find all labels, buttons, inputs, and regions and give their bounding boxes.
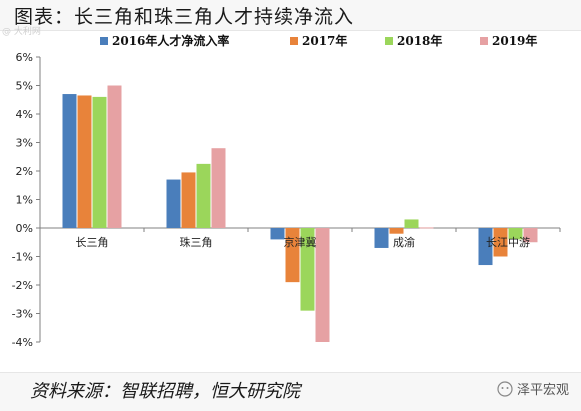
bar <box>211 148 226 228</box>
y-tick-label: 3% <box>16 137 33 150</box>
legend-swatch <box>385 37 393 45</box>
y-tick-label: 4% <box>16 108 33 121</box>
bar <box>493 228 508 257</box>
bar <box>508 228 523 240</box>
bar <box>270 228 285 240</box>
bar <box>300 228 315 311</box>
bar <box>523 228 538 243</box>
bar <box>315 228 330 342</box>
x-category-label: 京津冀 <box>284 235 317 249</box>
x-axis-labels: 长三角 珠三角 京津冀 成渝 长江中游 <box>76 235 531 249</box>
bar <box>285 228 300 283</box>
legend-swatch <box>290 37 298 45</box>
bar <box>181 172 196 228</box>
y-tick-label: 5% <box>16 80 33 93</box>
bar <box>478 228 493 266</box>
x-category-label: 珠三角 <box>180 235 213 249</box>
brand-name: 泽平宏观 <box>516 383 569 398</box>
bar <box>374 228 389 248</box>
bar <box>196 163 211 228</box>
chart-legend: 2016年人才净流入率 2017年 2018年 2019年 <box>100 33 537 48</box>
y-tick-label: -3% <box>12 308 33 321</box>
bar <box>389 228 404 234</box>
y-tick-label: -2% <box>12 279 33 292</box>
title-bar: 图表：长三角和珠三角人才持续净流入 <box>0 0 581 31</box>
bar-chart: 2016年人才净流入率 2017年 2018年 2019年 -4% -3% -2% -1% 0… <box>12 33 561 349</box>
bar <box>404 219 419 228</box>
y-tick-label: -4% <box>12 336 33 349</box>
brand-watermark: 泽平宏观 <box>497 379 569 398</box>
x-category-label: 长三角 <box>76 236 109 249</box>
chart-title: 图表：长三角和珠三角人才持续净流入 <box>14 6 355 28</box>
corner-watermark: @ 大利网 <box>2 27 41 37</box>
bar <box>419 227 434 229</box>
source-note: 资料来源：智联招聘，恒大研究院 <box>30 381 300 402</box>
legend-swatch <box>100 37 108 45</box>
source-bar: 资料来源：智联招聘，恒大研究院 泽平宏观 <box>0 372 581 411</box>
legend-label: 2016年人才净流入率 <box>112 33 229 48</box>
bar <box>77 95 92 228</box>
y-tick-label: -1% <box>12 251 33 264</box>
y-tick-label: 2% <box>16 165 33 178</box>
legend-swatch <box>480 37 488 45</box>
bar <box>92 96 107 229</box>
y-tick-label: 6% <box>16 51 33 64</box>
bar <box>62 94 77 228</box>
bar-series <box>62 85 538 342</box>
bar <box>166 179 181 228</box>
bar <box>107 85 122 228</box>
y-tick-label: 0% <box>16 222 33 235</box>
y-tick-label: 1% <box>16 194 33 207</box>
legend-label: 2019年 <box>492 33 537 48</box>
x-category-label: 成渝 <box>393 235 415 249</box>
legend-label: 2017年 <box>302 33 347 48</box>
wechat-icon <box>497 380 513 397</box>
x-category-label: 长江中游 <box>486 236 530 249</box>
legend-label: 2018年 <box>397 33 442 48</box>
y-axis: -4% -3% -2% -1% 0% 1% 2% 3% 4% 5% 6% <box>12 51 561 349</box>
